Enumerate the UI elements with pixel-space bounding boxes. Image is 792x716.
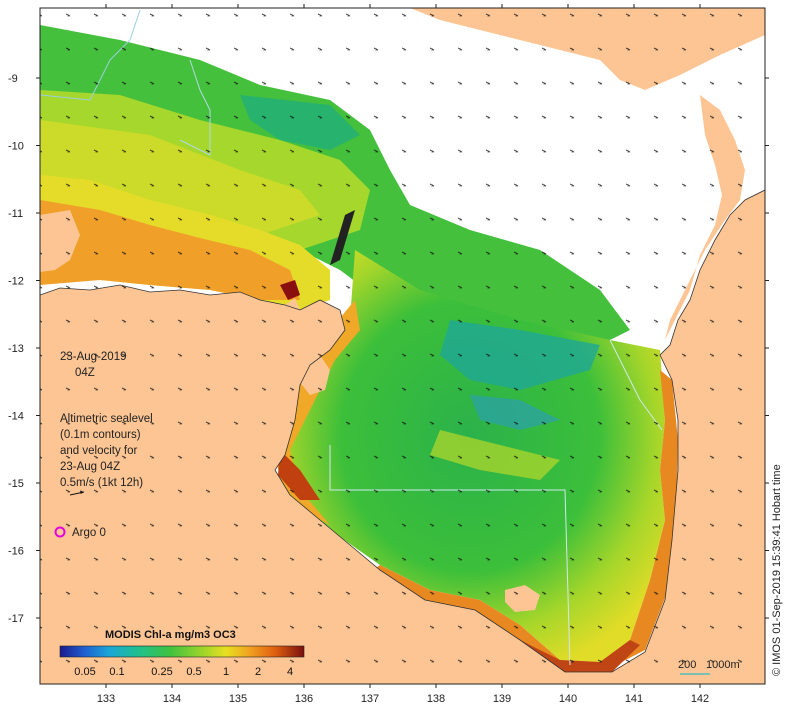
scale-label-1000m: 1000m [706,659,740,671]
lat-tick-label: -17 [8,613,24,625]
argo-label: Argo 0 [72,527,106,539]
lat-tick-label: -13 [8,343,24,355]
annotation-time: 04Z [75,367,95,379]
sealevel-line-5: 0.5m/s (1kt 12h) [60,477,143,489]
lon-tick-label: 139 [493,693,511,705]
map-frame [39,7,766,685]
map-canvas [40,8,765,684]
credit-text: © IMOS 01-Sep-2019 15:39:41 Hobart time [771,464,783,676]
lon-tick-label: 142 [691,693,709,705]
scale-label-200: 200 [678,659,696,671]
lon-tick-label: 138 [427,693,445,705]
sealevel-line-4: 23-Aug 04Z [60,461,120,473]
velocity-reference-arrow-icon [69,490,85,496]
colorbar-tick-label: 0.1 [109,666,124,678]
latitude-axis: -9 -10 -11 -12 -13 -14 -15 -16 -17 [8,73,769,625]
colorbar-tick-label: 0.25 [151,666,172,678]
colorbar-tick-label: 0.05 [74,666,95,678]
lon-tick-label: 133 [97,693,115,705]
sealevel-line-2: (0.1m contours) [60,429,141,441]
sealevel-line-3: and velocity for [60,445,138,457]
river-mouth-red [280,280,300,300]
lat-tick-label: -16 [8,546,24,558]
lat-tick-label: -9 [8,73,18,85]
colorbar-tick-label: 2 [255,666,261,678]
lat-tick-label: -11 [8,208,23,220]
colorbar-tick-label: 0.5 [186,666,201,678]
lat-tick-label: -12 [8,276,24,288]
lon-tick-label: 135 [229,693,247,705]
colorbar-title: MODIS Chl-a mg/m3 OC3 [105,629,236,641]
annotation-date: 23-Aug-2019 [60,351,127,363]
lat-tick-label: -15 [8,478,24,490]
lon-tick-label: 137 [361,693,379,705]
colorbar-tick-label: 1 [223,666,229,678]
argo-marker-icon [54,526,66,538]
lon-tick-label: 136 [295,693,313,705]
lon-tick-label: 140 [559,693,577,705]
dark-channel [330,210,355,265]
lon-tick-label: 134 [163,693,181,705]
sealevel-line-1: Altimetric sealevel [60,413,153,425]
velocity-arrows [40,8,765,684]
lat-tick-label: -14 [8,411,24,423]
colorbar [59,645,305,658]
colorbar-tick-label: 4 [287,666,293,678]
longitude-axis: 133 134 135 136 137 138 139 140 141 142 [97,4,709,705]
colorbar-ticks: 0.05 0.1 0.25 0.5 1 2 4 [74,666,293,678]
lat-tick-label: -10 [8,141,24,153]
lon-tick-label: 141 [625,693,643,705]
